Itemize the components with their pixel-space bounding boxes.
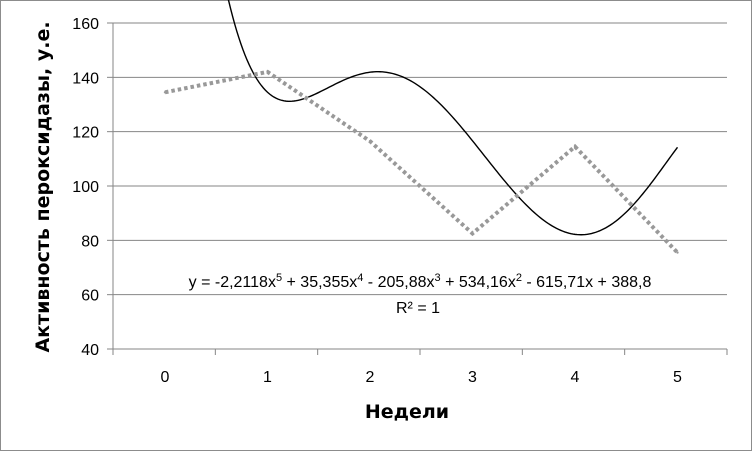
x-tick-label: 1: [263, 369, 272, 386]
x-tick-label: 4: [571, 369, 580, 386]
data-point: [266, 70, 269, 74]
axes: [107, 22, 728, 355]
y-tick-label: 160: [72, 16, 99, 33]
equation-exponent: 3: [435, 272, 441, 284]
y-tick-label: 60: [81, 288, 99, 305]
data-point: [573, 145, 577, 148]
y-tick-label: 40: [81, 342, 99, 359]
equation-part: - 615,71x + 388,8: [522, 274, 652, 291]
equation-part: - 205,88x: [363, 274, 434, 291]
equation-part: y = -2,2118x: [189, 274, 276, 291]
x-tick-label: 5: [673, 369, 682, 386]
y-tick-label: 120: [72, 125, 99, 142]
y-tick-label: 140: [72, 70, 99, 87]
trendline-equation: y = -2,2118x5 + 35,355x4 - 205,88x3 + 53…: [189, 272, 652, 291]
data-point: [163, 91, 167, 94]
data-point: [368, 139, 372, 143]
x-tick-label: 2: [366, 369, 375, 386]
equation-part: + 534,16x: [441, 274, 516, 291]
y-tick-label: 100: [72, 179, 99, 196]
data-point: [471, 232, 474, 235]
x-tick-labels: 0 1 2 3 4 5: [161, 369, 683, 386]
x-tick-label: 0: [161, 369, 170, 386]
y-axis-title: Активность пероксидазы, у.е.: [32, 21, 54, 352]
series-line: [164, 69, 679, 254]
data-point: [676, 251, 679, 254]
equation-exponent: 2: [516, 272, 522, 284]
trendline-layer: [227, 0, 679, 236]
y-tick-labels: 40 60 80 100 120 140 160: [72, 16, 99, 359]
equation-exponent: 4: [357, 272, 363, 284]
equation-part: + 35,355x: [282, 274, 357, 291]
equation-exponent: 5: [276, 272, 282, 284]
trendline-curve: [227, 0, 679, 236]
y-tick-label: 80: [81, 233, 99, 250]
x-axis-title: Недели: [365, 401, 449, 423]
r-squared-label: R² = 1: [396, 300, 440, 317]
series-layer: [163, 69, 679, 254]
gridlines: [113, 22, 727, 296]
x-tick-label: 3: [468, 369, 477, 386]
